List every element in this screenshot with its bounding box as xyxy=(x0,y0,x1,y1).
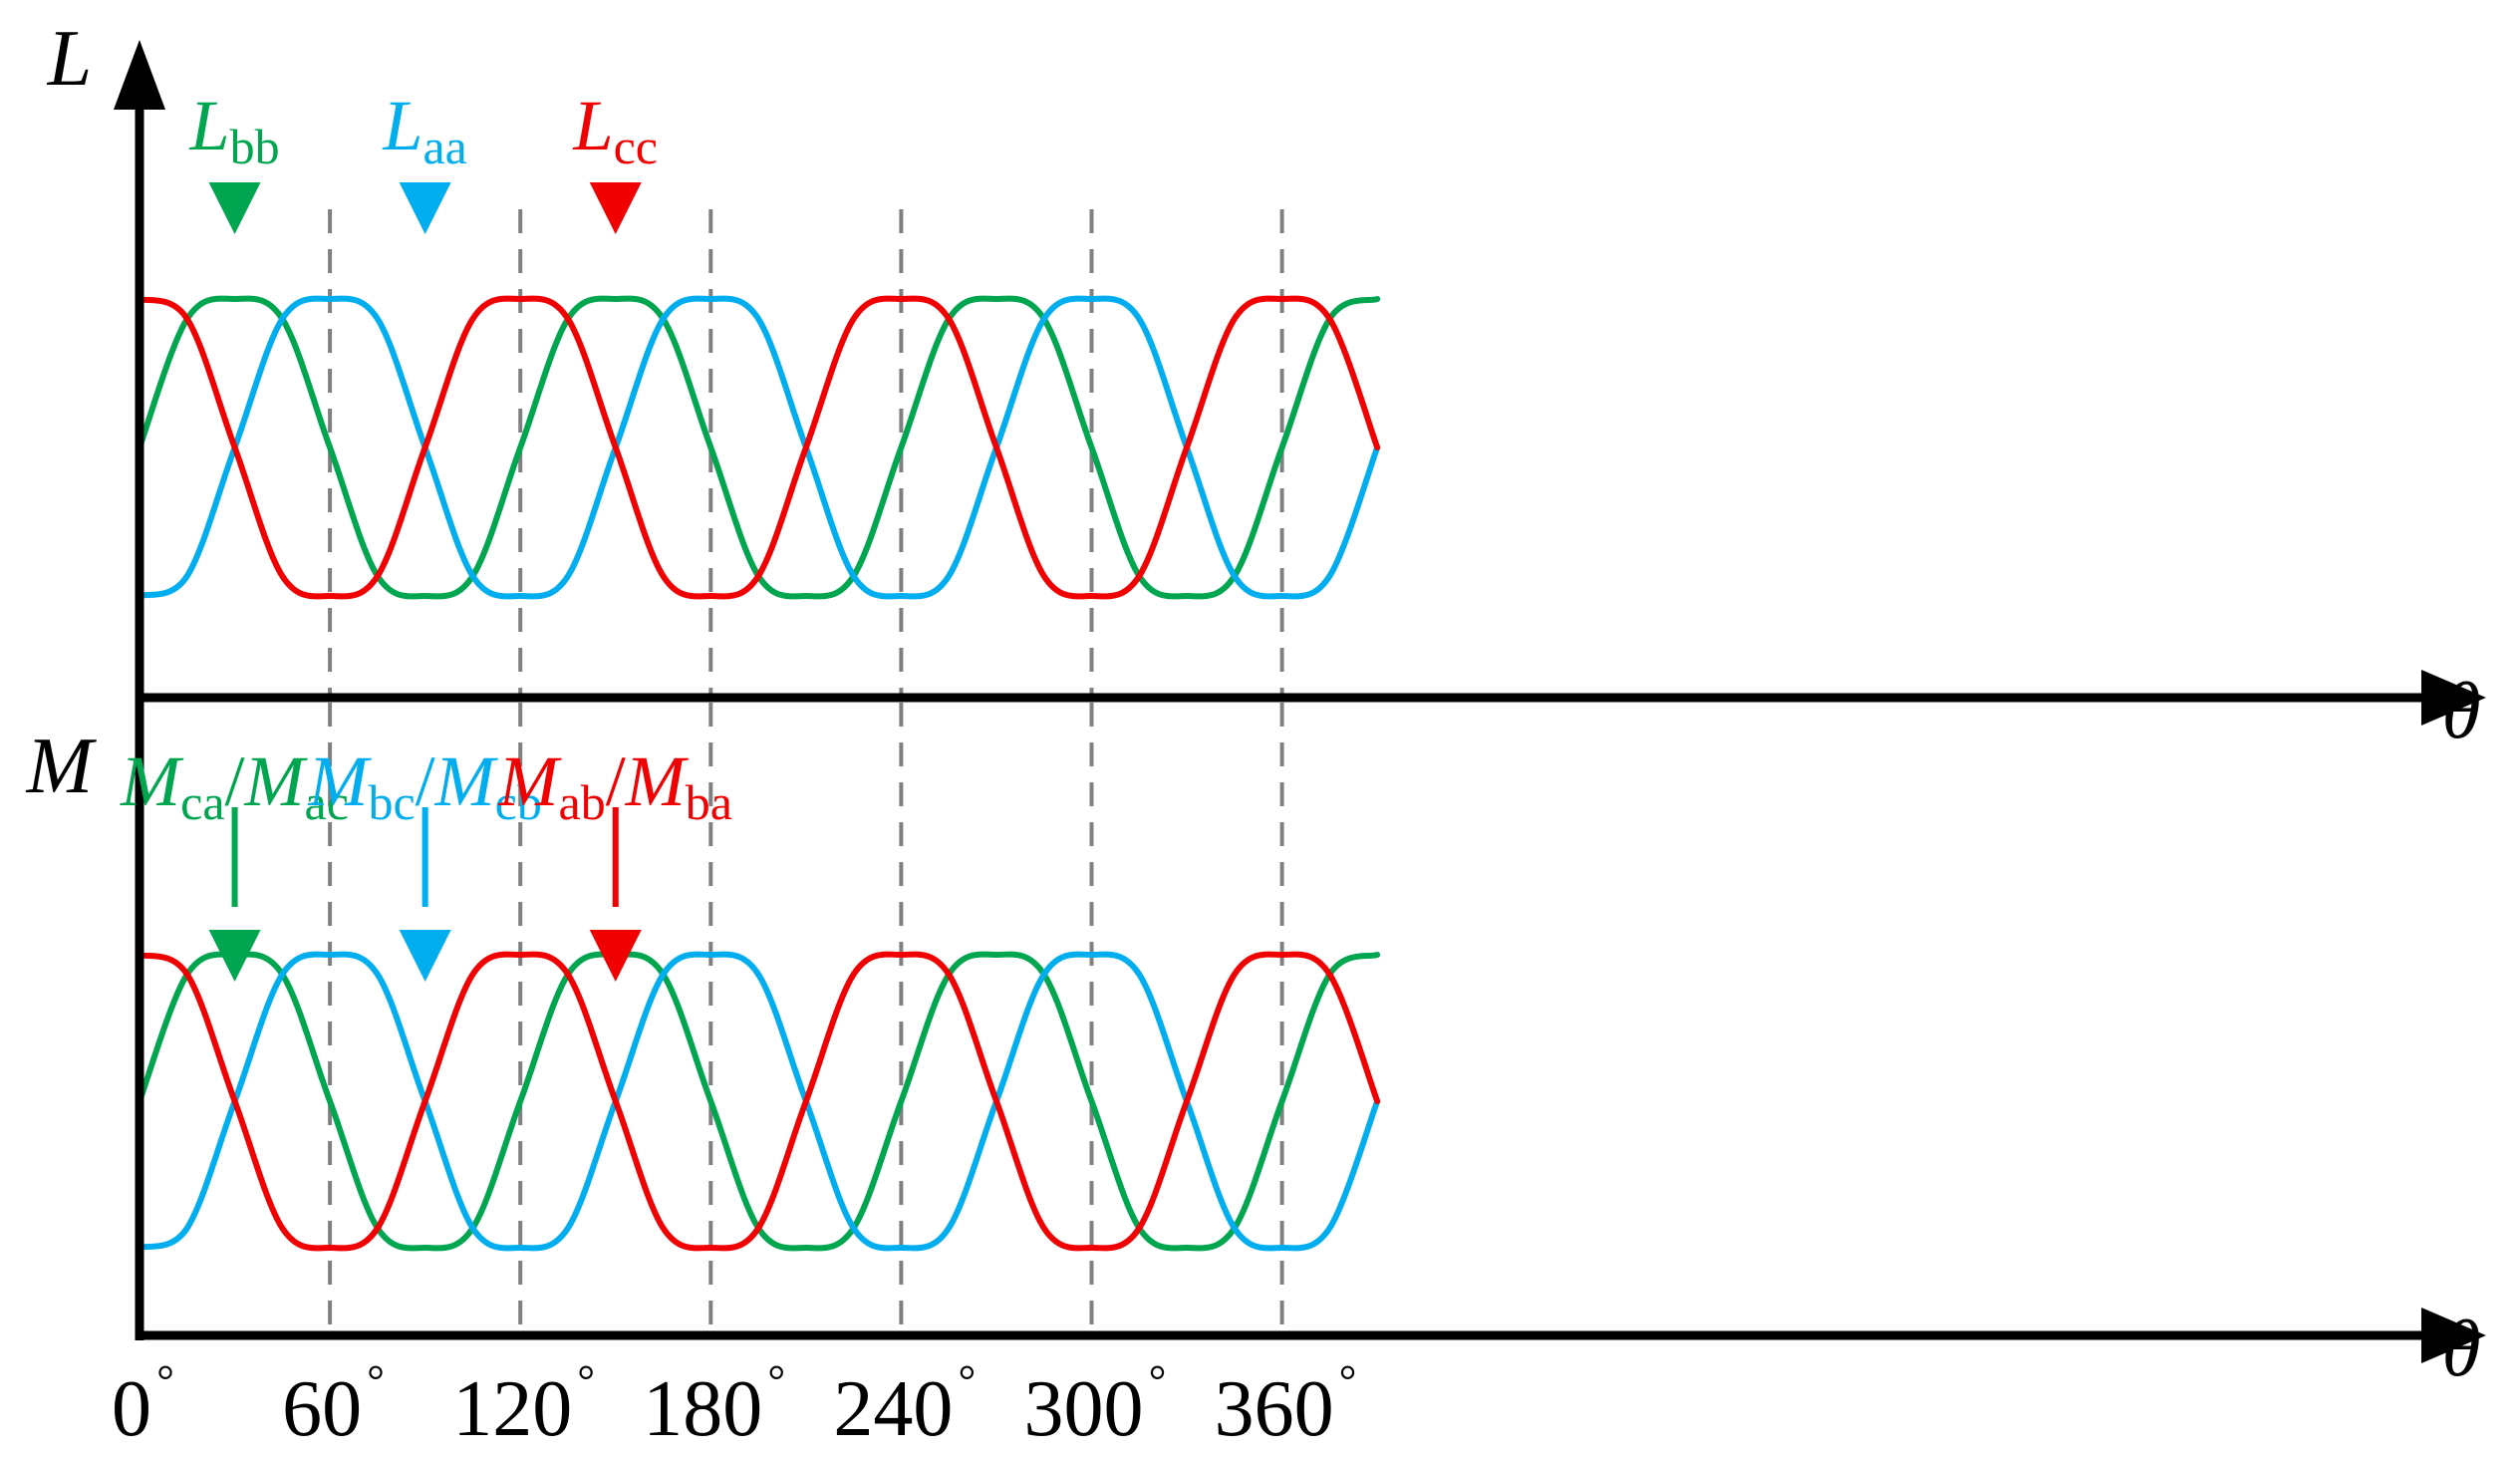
x-tick-unit: ° xyxy=(1339,1356,1357,1405)
series-label-green: Mca/Mac xyxy=(120,741,349,830)
x-axis-arrowhead xyxy=(2421,670,2486,726)
x-tick-unit: ° xyxy=(959,1356,977,1405)
annotation-arrow-head xyxy=(208,930,261,982)
label-subscript: ba xyxy=(686,774,732,830)
x-tick-unit: ° xyxy=(767,1356,785,1405)
label-subscript: ca xyxy=(180,774,224,830)
label-subscript: ac xyxy=(305,774,349,830)
label-symbol: M xyxy=(498,741,563,821)
axes xyxy=(114,40,2486,1363)
x-axis-label: θ xyxy=(2441,668,2480,755)
label-symbol: / xyxy=(225,741,245,821)
x-axis-label: θ xyxy=(2441,1306,2480,1393)
label-symbol: M xyxy=(625,741,690,821)
annotation-arrow-head xyxy=(589,930,642,982)
label-symbol: M xyxy=(120,741,184,821)
label-symbol: M xyxy=(244,741,309,821)
label-subscript: bb xyxy=(230,119,280,174)
annotation-arrow-head xyxy=(399,930,451,982)
series-label-green: Lbb xyxy=(189,86,280,174)
y-axis-label: M xyxy=(26,723,98,810)
x-tick-label: 60 xyxy=(282,1365,362,1453)
x-axis-arrowhead xyxy=(2421,1308,2486,1363)
label-subscript: cc xyxy=(614,119,658,174)
series-line-green xyxy=(137,951,1381,1252)
x-tick-unit: ° xyxy=(577,1356,595,1405)
label-symbol: / xyxy=(606,741,626,821)
annotation-arrow-head xyxy=(208,182,261,234)
label-symbol: L xyxy=(189,86,230,165)
label-symbol: / xyxy=(416,741,435,821)
series-label-red: Mab/Mba xyxy=(498,741,732,830)
top-y-axis-arrowhead xyxy=(114,40,165,110)
series-line-red xyxy=(137,295,1381,600)
series-curves xyxy=(137,295,1381,1252)
label-subscript: bc xyxy=(368,774,415,830)
x-tick-label: 240 xyxy=(833,1365,953,1453)
x-tick-label: 0 xyxy=(112,1365,151,1453)
series-line-blue xyxy=(137,295,1381,600)
label-symbol: M xyxy=(307,741,372,821)
annotation-arrow-head xyxy=(399,182,451,234)
x-tick-unit: ° xyxy=(1149,1356,1167,1405)
label-subscript: aa xyxy=(422,119,466,174)
label-subscript: cb xyxy=(495,774,542,830)
x-tick-label: 180 xyxy=(643,1365,762,1453)
series-line-red xyxy=(137,951,1381,1252)
x-tick-label: 300 xyxy=(1024,1365,1144,1453)
annotation-arrow-head xyxy=(589,182,642,234)
series-label-blue: Laa xyxy=(382,86,466,174)
x-tick-label: 120 xyxy=(452,1365,572,1453)
label-symbol: L xyxy=(573,86,614,165)
label-subscript: ab xyxy=(559,774,606,830)
x-tick-unit: ° xyxy=(367,1356,385,1405)
series-line-green xyxy=(137,295,1381,600)
label-symbol: M xyxy=(434,741,499,821)
x-tick-label: 360 xyxy=(1215,1365,1334,1453)
series-label-blue: Mbc/Mcb xyxy=(307,741,541,830)
series-line-blue xyxy=(137,951,1381,1252)
y-axis-label: L xyxy=(47,15,93,103)
x-tick-unit: ° xyxy=(156,1356,174,1405)
label-symbol: L xyxy=(382,86,422,165)
series-label-red: Lcc xyxy=(573,86,658,174)
